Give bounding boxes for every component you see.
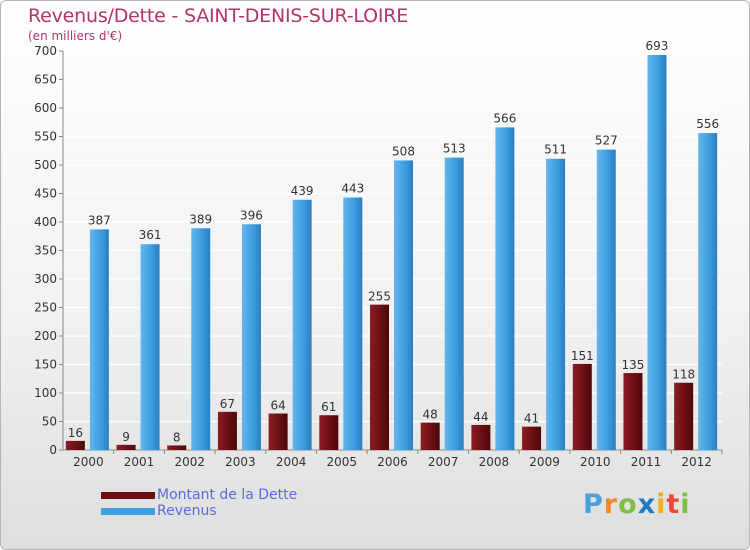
- data-label-revenus-2011: 693: [646, 39, 669, 53]
- bar-dette-2011: [623, 373, 643, 450]
- bar-dette-2001: [116, 444, 136, 450]
- data-label-revenus-2001: 361: [139, 228, 162, 242]
- bar-revenus-2009: [546, 158, 566, 451]
- data-label-revenus-2010: 527: [595, 134, 618, 148]
- y-tick-label-650: 650: [34, 73, 57, 87]
- y-tick-label-0: 0: [49, 443, 57, 457]
- bar-dette-2007: [420, 422, 440, 450]
- bar-dette-2002: [167, 445, 187, 450]
- bar-revenus-2005: [343, 197, 363, 450]
- bar-revenus-2012: [698, 133, 718, 450]
- y-tick-label-200: 200: [34, 329, 57, 343]
- data-label-dette-2011: 135: [622, 358, 645, 372]
- y-tick-label-350: 350: [34, 244, 57, 258]
- data-label-revenus-2004: 439: [291, 184, 314, 198]
- data-label-revenus-2002: 389: [189, 212, 212, 226]
- x-tick-label-2001: 2001: [124, 455, 155, 469]
- x-tick-label-2010: 2010: [580, 455, 611, 469]
- bar-dette-2000: [65, 440, 85, 450]
- data-label-dette-2003: 67: [220, 397, 235, 411]
- legend: Montant de la Dette Revenus: [101, 487, 297, 519]
- x-tick-label-2003: 2003: [225, 455, 256, 469]
- legend-item-dette: Montant de la Dette: [101, 487, 297, 503]
- data-label-dette-2000: 16: [68, 426, 83, 440]
- chart-subtitle: (en milliers d'€): [28, 29, 123, 43]
- data-label-dette-2002: 8: [173, 430, 181, 444]
- data-label-revenus-2005: 443: [341, 181, 364, 195]
- bar-dette-2010: [572, 363, 592, 450]
- bar-revenus-2003: [241, 224, 261, 450]
- x-tick-label-2011: 2011: [631, 455, 662, 469]
- data-label-dette-2001: 9: [122, 430, 130, 444]
- y-tick-label-100: 100: [34, 386, 57, 400]
- data-label-revenus-2007: 513: [443, 142, 466, 156]
- x-tick-label-2002: 2002: [174, 455, 205, 469]
- bar-dette-2012: [674, 382, 694, 450]
- y-tick-label-50: 50: [42, 415, 57, 429]
- y-tick-label-600: 600: [34, 101, 57, 115]
- bar-revenus-2006: [394, 160, 413, 450]
- x-tick-label-2004: 2004: [276, 455, 307, 469]
- y-tick-label-500: 500: [34, 158, 57, 172]
- data-label-revenus-2003: 396: [240, 208, 263, 222]
- bar-dette-2006: [370, 304, 389, 450]
- data-label-revenus-2009: 511: [544, 143, 567, 157]
- bar-revenus-2002: [191, 228, 211, 450]
- bar-dette-2009: [522, 426, 542, 450]
- chart-title: Revenus/Dette - SAINT-DENIS-SUR-LOIRE: [28, 5, 409, 27]
- bar-revenus-2000: [89, 229, 109, 450]
- legend-swatch-dette: [101, 491, 155, 499]
- data-label-dette-2009: 41: [524, 412, 539, 426]
- legend-item-revenus: Revenus: [101, 503, 297, 519]
- bar-revenus-2011: [647, 54, 667, 451]
- data-label-dette-2008: 44: [473, 410, 488, 424]
- bar-revenus-2001: [140, 244, 160, 450]
- x-tick-label-2005: 2005: [327, 455, 358, 469]
- x-tick-label-2000: 2000: [73, 455, 104, 469]
- x-tick-label-2012: 2012: [681, 455, 712, 469]
- y-tick-label-400: 400: [34, 215, 57, 229]
- bar-dette-2004: [268, 413, 288, 450]
- bar-dette-2008: [471, 424, 491, 450]
- y-tick-label-300: 300: [34, 272, 57, 286]
- proxiti-logo: Proxiti: [583, 489, 691, 520]
- data-label-revenus-2006: 508: [392, 144, 415, 158]
- data-label-dette-2004: 64: [270, 399, 285, 413]
- bar-revenus-2010: [596, 149, 616, 451]
- bar-dette-2003: [217, 411, 237, 450]
- y-tick-label-150: 150: [34, 358, 57, 372]
- bar-dette-2005: [319, 415, 339, 450]
- x-tick-label-2009: 2009: [529, 455, 560, 469]
- y-tick-label-550: 550: [34, 130, 57, 144]
- data-label-revenus-2008: 566: [493, 111, 516, 125]
- x-tick-label-2008: 2008: [479, 455, 510, 469]
- x-tick-label-2007: 2007: [428, 455, 459, 469]
- bar-revenus-2008: [495, 127, 515, 450]
- y-tick-label-700: 700: [34, 44, 57, 58]
- data-label-dette-2005: 61: [321, 400, 336, 414]
- x-tick-label-2006: 2006: [377, 455, 408, 469]
- y-tick-label-450: 450: [34, 187, 57, 201]
- legend-label-dette: Montant de la Dette: [157, 487, 298, 503]
- bar-revenus-2004: [292, 199, 312, 450]
- data-label-dette-2006: 255: [368, 290, 391, 304]
- data-label-revenus-2000: 387: [88, 213, 111, 227]
- data-label-dette-2012: 118: [672, 368, 695, 382]
- data-label-dette-2007: 48: [423, 408, 438, 422]
- data-label-dette-2010: 151: [571, 349, 594, 363]
- y-tick-label-250: 250: [34, 301, 57, 315]
- data-label-revenus-2012: 556: [696, 117, 719, 131]
- bar-revenus-2007: [444, 157, 464, 450]
- legend-swatch-revenus: [101, 507, 155, 515]
- legend-label-revenus: Revenus: [157, 503, 217, 519]
